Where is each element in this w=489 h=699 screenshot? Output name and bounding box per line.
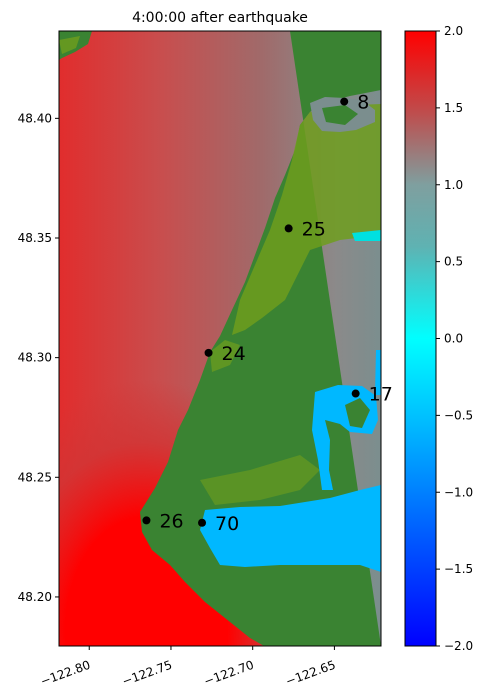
y-tick-label: 48.25 xyxy=(18,470,52,484)
land-light-south xyxy=(200,455,320,505)
y-tick-label: 48.35 xyxy=(18,231,52,245)
x-axis: −122.80 −122.75 −122.70 −122.65 xyxy=(39,646,338,689)
y-axis: 48.20 48.25 48.30 48.35 48.40 xyxy=(18,111,59,604)
gauge-label: 26 xyxy=(159,510,183,532)
gauge-marker xyxy=(340,97,349,106)
colorbar-tick-label: 2.0 xyxy=(444,24,463,38)
gauge-label: 17 xyxy=(369,384,393,406)
gauge-label: 24 xyxy=(222,343,246,365)
gauge-marker xyxy=(351,389,360,398)
bay-negative-water xyxy=(200,485,381,572)
map-area xyxy=(59,31,381,646)
colorbar-tick-label: 1.0 xyxy=(444,178,463,192)
y-tick-label: 48.40 xyxy=(18,111,52,125)
colorbar-tick-label: 1.5 xyxy=(444,101,463,115)
y-tick-label: 48.30 xyxy=(18,351,52,365)
colorbar-ticks: 2.0 1.5 1.0 0.5 0.0 −0.5 −1.0 −1.5 −2.0 xyxy=(436,24,473,653)
colorbar-tick-label: 0.5 xyxy=(444,255,463,269)
north-island xyxy=(322,105,358,125)
y-tick-label: 48.20 xyxy=(18,590,52,604)
gauges-layer: 8 25 24 17 26 70 xyxy=(142,92,393,535)
land-northwest-light xyxy=(59,36,80,54)
x-tick-label: −122.70 xyxy=(202,658,256,689)
land-mass xyxy=(140,31,381,646)
inlet-island xyxy=(345,398,370,428)
gauge-marker xyxy=(204,348,213,357)
gauge-label: 25 xyxy=(302,218,326,240)
colorbar-tick-label: −2.0 xyxy=(444,639,473,653)
chart-title: 4:00:00 after earthquake xyxy=(132,10,308,26)
channel-teal xyxy=(352,230,381,241)
land-light-strip xyxy=(232,104,381,335)
colorbar-tick-label: 0.0 xyxy=(444,332,463,346)
gauge-marker xyxy=(142,516,151,525)
x-tick-label: −122.80 xyxy=(39,658,93,689)
channel-right xyxy=(375,350,381,395)
map-frame xyxy=(58,30,382,647)
x-tick-label: −122.65 xyxy=(284,658,338,689)
land-light-coast xyxy=(210,340,240,372)
colorbar-gradient xyxy=(405,31,436,646)
colorbar-tick-label: −1.5 xyxy=(444,562,473,576)
gauge-label: 70 xyxy=(215,513,239,535)
gauge-marker xyxy=(198,518,207,527)
colorbar-tick-label: −1.0 xyxy=(444,485,473,499)
gauge-marker xyxy=(284,224,293,233)
gauge-label: 8 xyxy=(357,92,369,114)
colorbar-tick-label: −0.5 xyxy=(444,408,473,422)
colorbar: 2.0 1.5 1.0 0.5 0.0 −0.5 −1.0 −1.5 −2.0 xyxy=(404,24,473,653)
x-tick-label: −122.75 xyxy=(120,658,174,689)
